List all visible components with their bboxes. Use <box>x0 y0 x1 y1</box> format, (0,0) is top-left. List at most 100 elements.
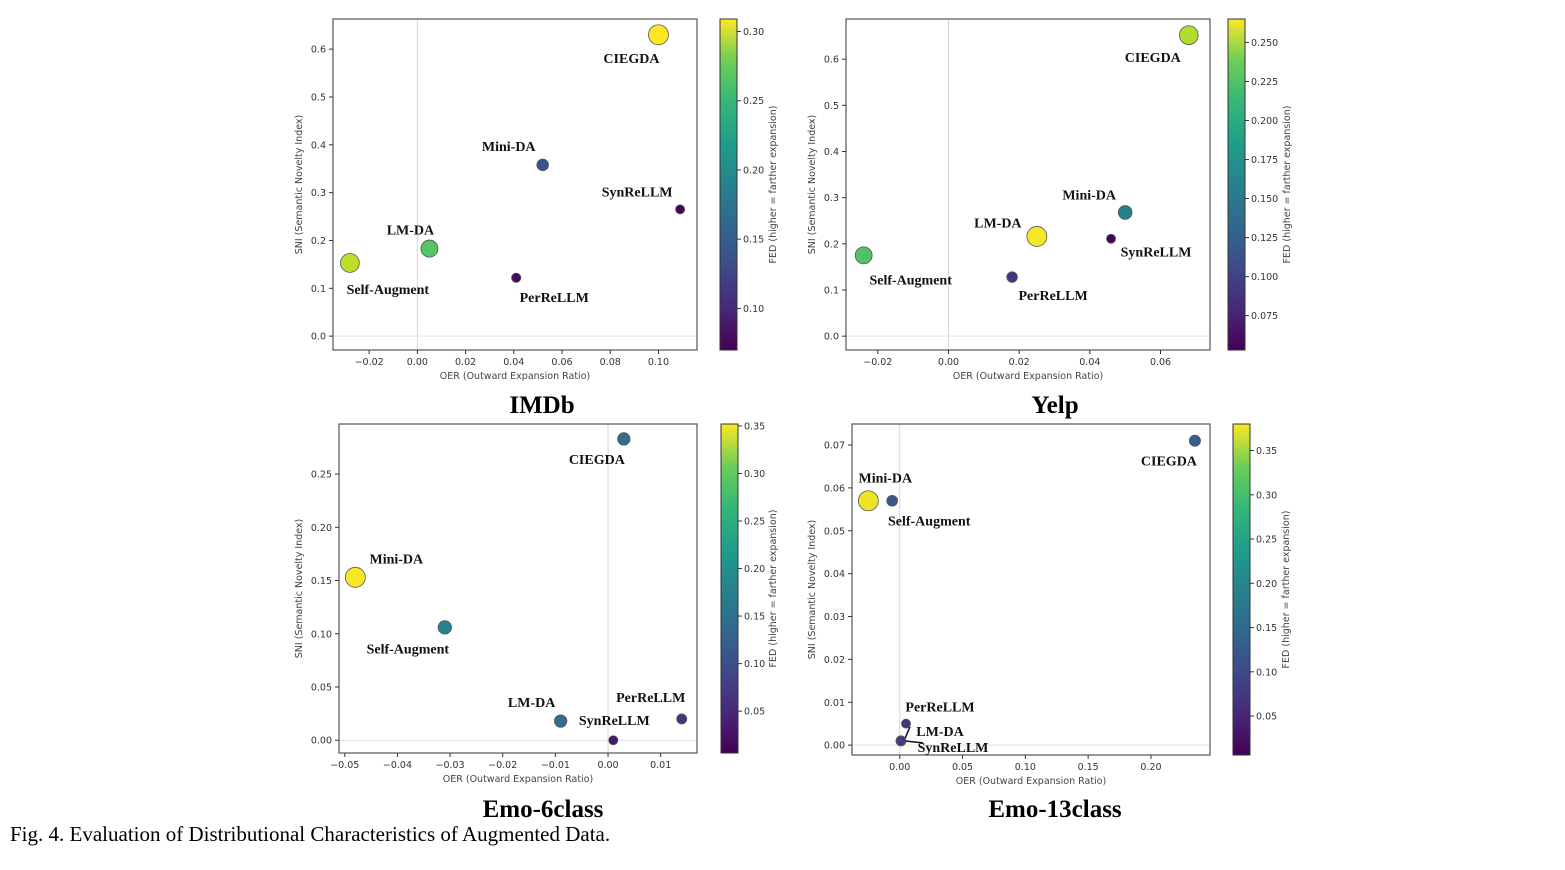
x-tick-label: 0.00 <box>938 357 959 368</box>
y-axis-label: SNI (Semantic Novelty Index) <box>807 115 818 255</box>
y-tick-label: 0.4 <box>824 147 839 158</box>
colorbar-tick-label: 0.250 <box>1251 38 1278 49</box>
plot-frame <box>338 423 698 754</box>
colorbar <box>1232 423 1251 756</box>
point-label: Self-Augment <box>367 642 450 657</box>
colorbar-label: FED (higher = farther expansion) <box>1281 511 1292 669</box>
colorbar-tick-label: 0.30 <box>1256 490 1277 501</box>
panel-title-emo13: Emo-13class <box>988 796 1122 823</box>
colorbar-tick-label: 0.35 <box>1256 446 1277 457</box>
y-tick-label: 0.2 <box>824 239 839 250</box>
colorbar <box>720 423 739 754</box>
panel-title-imdb: IMDb <box>509 392 574 419</box>
x-tick-label: 0.01 <box>650 760 671 771</box>
colorbar-tick-label: 0.30 <box>744 469 765 480</box>
point-label: PerReLLM <box>905 701 974 716</box>
y-tick-label: 0.15 <box>311 576 332 587</box>
y-tick-label: 0.07 <box>824 441 845 452</box>
y-tick-label: 0.1 <box>824 285 839 296</box>
scatter-panel-0: −0.02 0.00 0.02 0.04 0.06 0.08 0.10 0.0 0.1 0.2 0.… <box>294 18 779 382</box>
y-tick-label: 0.5 <box>824 101 839 112</box>
data-point-lm-da <box>554 714 568 728</box>
colorbar-tick-label: 0.10 <box>744 659 765 670</box>
data-point-mini-da <box>344 566 366 588</box>
y-tick-label: 0.06 <box>824 483 845 494</box>
colorbar <box>1227 18 1246 351</box>
y-tick-label: 0.6 <box>824 55 839 66</box>
point-label: PerReLLM <box>1018 289 1087 304</box>
colorbar-tick-label: 0.125 <box>1251 233 1278 244</box>
panel-title-yelp: Yelp <box>1031 392 1078 419</box>
y-tick-label: 0.00 <box>824 741 845 752</box>
x-axis-label: OER (Outward Expansion Ratio) <box>440 371 590 382</box>
data-point-mini-da <box>857 490 879 512</box>
point-label: Self-Augment <box>347 283 430 298</box>
x-tick-label: 0.00 <box>407 357 428 368</box>
y-tick-label: 0.3 <box>311 188 326 199</box>
colorbar-tick-label: 0.15 <box>743 235 764 246</box>
point-label: Self-Augment <box>869 273 952 288</box>
data-point-perrellm <box>901 718 911 729</box>
colorbar-tick-label: 0.25 <box>744 516 765 527</box>
point-label: Mini-DA <box>369 552 424 567</box>
point-label: CIEGDA <box>603 52 660 67</box>
x-tick-label: 0.10 <box>1015 762 1036 773</box>
data-point-perrellm <box>676 713 688 725</box>
colorbar-label: FED (higher = farther expansion) <box>768 510 779 668</box>
y-tick-label: 0.20 <box>311 523 332 534</box>
colorbar-tick-label: 0.225 <box>1251 77 1278 88</box>
x-axis-label: OER (Outward Expansion Ratio) <box>443 774 593 785</box>
point-label: SynReLLM <box>1121 246 1192 261</box>
x-tick-label: −0.02 <box>355 357 384 368</box>
point-label: CIEGDA <box>1141 455 1198 470</box>
panel-title-emo6: Emo-6class <box>483 796 604 823</box>
data-point-ciegda <box>1188 434 1201 447</box>
y-tick-label: 0.0 <box>311 332 326 343</box>
colorbar <box>719 18 738 351</box>
y-tick-label: 0.2 <box>311 236 326 247</box>
data-point-ciegda <box>617 432 631 446</box>
x-tick-label: 0.02 <box>1009 357 1030 368</box>
data-point-lm-da <box>1026 226 1048 247</box>
y-axis-label: SNI (Semantic Novelty Index) <box>294 519 305 659</box>
colorbar-tick-label: 0.25 <box>743 96 764 107</box>
colorbar-tick-label: 0.30 <box>743 27 764 38</box>
y-tick-label: 0.5 <box>311 92 326 103</box>
data-point-synrellm <box>1106 233 1116 244</box>
point-label: PerReLLM <box>520 291 589 306</box>
y-axis-label: SNI (Semantic Novelty Index) <box>807 520 818 660</box>
data-point-self-augment <box>437 620 452 635</box>
colorbar-tick-label: 0.05 <box>744 707 765 718</box>
point-label: CIEGDA <box>1125 51 1182 66</box>
y-tick-label: 0.0 <box>824 332 839 343</box>
figure-caption: Fig. 4. Evaluation of Distributional Cha… <box>10 822 611 846</box>
colorbar-tick-label: 0.35 <box>744 421 765 432</box>
x-tick-label: 0.05 <box>952 762 973 773</box>
colorbar-label: FED (higher = farther expansion) <box>1282 106 1293 264</box>
data-point-synrellm <box>895 735 907 746</box>
y-tick-label: 0.05 <box>311 682 332 693</box>
point-label: Self-Augment <box>888 515 971 530</box>
data-point-lm-da <box>420 239 439 258</box>
colorbar-tick-label: 0.100 <box>1251 272 1278 283</box>
data-point-synrellm <box>608 735 619 746</box>
y-tick-label: 0.1 <box>311 284 326 295</box>
x-tick-label: 0.06 <box>1150 357 1171 368</box>
point-label: LM-DA <box>508 696 556 711</box>
colorbar-tick-label: 0.20 <box>1256 579 1277 590</box>
colorbar-tick-label: 0.150 <box>1251 194 1278 205</box>
x-tick-label: −0.05 <box>330 760 359 771</box>
y-tick-label: 0.6 <box>311 45 326 56</box>
x-tick-label: 0.00 <box>597 760 618 771</box>
colorbar-tick-label: 0.200 <box>1251 116 1278 127</box>
point-label: SynReLLM <box>579 714 650 729</box>
data-point-ciegda <box>648 24 669 46</box>
colorbar-tick-label: 0.175 <box>1251 155 1278 166</box>
point-label: CIEGDA <box>569 453 626 468</box>
x-axis-label: OER (Outward Expansion Ratio) <box>956 776 1106 787</box>
y-tick-label: 0.4 <box>311 140 326 151</box>
label-leader-line <box>903 740 924 744</box>
data-point-ciegda <box>1179 25 1199 45</box>
scatter-panel-3: 0.00 0.05 0.10 0.15 0.20 0.00 0.01 0.02 0.03 0.04… <box>807 423 1292 787</box>
